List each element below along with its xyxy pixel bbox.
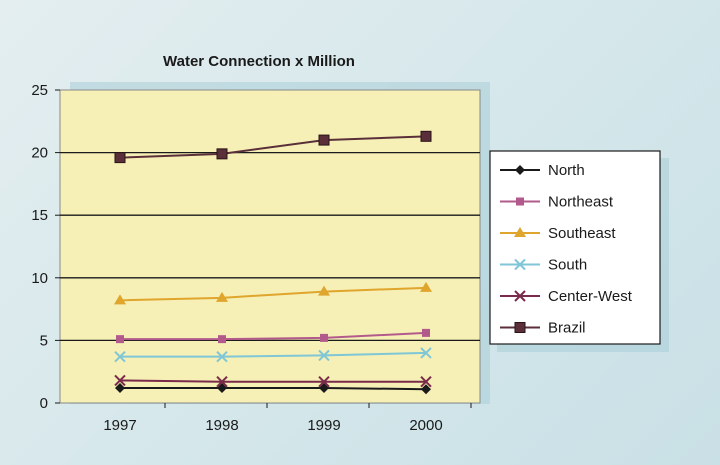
- data-point-northeast: [218, 335, 226, 344]
- legend-marker: [514, 322, 526, 333]
- legend-label: Southeast: [548, 225, 616, 242]
- series-line-north: [120, 386, 427, 391]
- data-point-southeast: [420, 281, 432, 292]
- y-tick-label: 10: [31, 270, 48, 287]
- legend-marker: [514, 258, 526, 271]
- series-markers: [114, 130, 432, 395]
- series-line-center-west: [119, 379, 426, 383]
- series-line-south: [120, 351, 427, 358]
- x-tick-label: 1997: [103, 417, 136, 434]
- x-tick-label: 1998: [205, 417, 238, 434]
- gridlines: [60, 151, 480, 342]
- data-point-northeast: [422, 328, 430, 337]
- legend-marker: [514, 290, 526, 302]
- y-axis-ticks: 0 5 10 15 20 25: [31, 82, 60, 412]
- data-point-north: [115, 382, 125, 393]
- series-line-northeast: [120, 331, 427, 341]
- legend: [489, 150, 661, 345]
- data-point-southeast: [318, 285, 330, 296]
- legend-items: North Northeast Southeast South Center-West B…: [500, 162, 633, 337]
- legend-label: Northeast: [548, 194, 614, 211]
- series-lines: [119, 135, 427, 391]
- y-tick-label: 15: [31, 207, 48, 224]
- data-point-center-west: [114, 374, 126, 387]
- data-point-center-west: [216, 376, 228, 388]
- data-point-south: [420, 347, 432, 359]
- y-tick-label: 5: [40, 332, 48, 349]
- x-tick-label: 1999: [307, 417, 340, 434]
- legend-marker: [514, 227, 526, 237]
- series-line-brazil: [119, 135, 427, 159]
- data-point-center-west: [318, 376, 330, 388]
- data-point-brazil: [114, 152, 126, 164]
- legend-label: Brazil: [548, 320, 586, 337]
- data-point-southeast: [216, 291, 228, 302]
- data-point-south: [216, 350, 228, 363]
- data-point-southeast: [114, 294, 126, 305]
- plot-area: [59, 89, 481, 404]
- y-tick-label: 0: [40, 395, 48, 412]
- legend-marker: [516, 197, 524, 206]
- data-point-brazil: [318, 134, 330, 146]
- data-point-northeast: [320, 333, 328, 342]
- data-point-south: [114, 350, 126, 363]
- y-tick-label: 25: [31, 82, 48, 99]
- series-line-southeast: [119, 286, 427, 302]
- x-tick-label: 2000: [409, 417, 442, 434]
- data-point-center-west: [420, 376, 432, 388]
- data-point-northeast: [116, 335, 124, 344]
- data-point-brazil: [420, 130, 432, 142]
- x-axis-ticks: 1997 1998 1999 2000: [103, 403, 472, 434]
- legend-label: Center-West: [548, 288, 633, 305]
- data-point-brazil: [216, 148, 228, 160]
- chart-title: Water Connection x Million: [163, 53, 355, 70]
- data-point-south: [318, 349, 330, 362]
- y-tick-label: 20: [31, 145, 48, 162]
- legend-label: South: [548, 257, 587, 274]
- legend-label: North: [548, 162, 585, 179]
- data-point-north: [421, 384, 431, 395]
- legend-marker: [515, 165, 525, 175]
